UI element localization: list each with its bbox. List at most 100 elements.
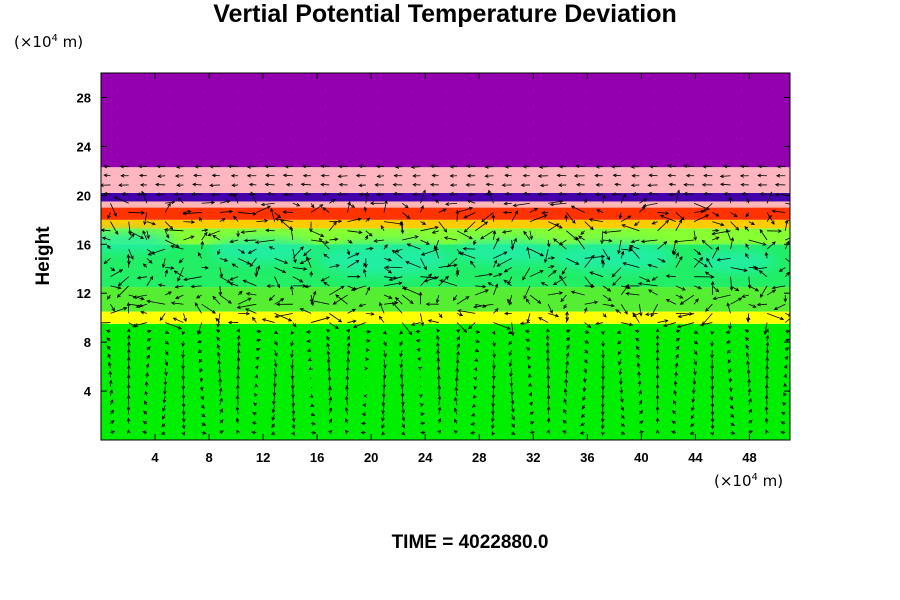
wind-vector-head [449, 174, 454, 178]
wind-vector-head [665, 219, 670, 224]
wind-vector [785, 202, 790, 205]
wind-vector-head [622, 193, 626, 198]
wind-vector-head [672, 410, 677, 415]
wind-vector-head [126, 405, 131, 410]
wind-vector [274, 212, 281, 218]
wind-vector-head [217, 368, 222, 373]
wind-vector-head [526, 318, 531, 324]
wind-vector [692, 395, 695, 403]
wind-vector [347, 249, 350, 255]
wind-vector-head [226, 279, 231, 283]
wind-vector-head [323, 281, 328, 286]
wind-vector-head [608, 238, 613, 243]
wind-vector-head [492, 230, 497, 235]
wind-vector-head [260, 202, 265, 207]
wind-vector [245, 308, 257, 314]
wind-vector [493, 308, 499, 314]
wind-vector-head [528, 382, 532, 387]
wind-vector-head [256, 338, 262, 343]
wind-vector [212, 234, 221, 241]
wind-vector [502, 230, 512, 233]
wind-dot [411, 136, 413, 138]
wind-vector [456, 207, 473, 213]
wind-vector-head [387, 257, 392, 262]
wind-vector-head [730, 413, 735, 418]
wind-vector-head [747, 387, 752, 393]
wind-vector-head [366, 217, 371, 222]
wind-vector-head [216, 351, 221, 356]
wind-vector-head [191, 192, 196, 197]
wind-vector-head [550, 256, 556, 260]
wind-vector-head [510, 400, 515, 405]
wind-vector-head [639, 420, 644, 425]
wind-vector-head [600, 254, 606, 259]
color-band [101, 323, 790, 440]
wind-vector-head [637, 380, 642, 385]
wind-vector-head [703, 263, 708, 268]
wind-vector-head [655, 417, 660, 422]
wind-vector-head [266, 191, 271, 196]
wind-vector [525, 298, 531, 305]
wind-vector [675, 252, 679, 259]
wind-dot [440, 104, 443, 106]
wind-vector [638, 283, 658, 287]
wind-vector [230, 239, 239, 243]
color-band [101, 311, 790, 324]
wind-vector-head [528, 391, 532, 397]
wind-vector [377, 175, 385, 177]
wind-vector [612, 276, 622, 286]
wind-vector [765, 406, 768, 415]
wind-vector-head [638, 389, 642, 395]
wind-vector [454, 408, 458, 415]
wind-vector-head [710, 280, 715, 285]
wind-vector-head [322, 207, 327, 211]
wind-dot [351, 136, 353, 138]
wind-vector-head [211, 310, 216, 314]
wind-vector [637, 362, 640, 369]
wind-vector [684, 165, 695, 167]
wind-vector-head [643, 198, 648, 203]
wind-vector-head [676, 329, 681, 334]
wind-vector-head [401, 417, 406, 422]
wind-vector-head [243, 238, 248, 243]
wind-vector [374, 239, 385, 242]
wind-vector-head [412, 192, 417, 197]
wind-vector-head [357, 217, 362, 222]
wind-dot [232, 104, 234, 106]
wind-vector-head [107, 361, 112, 366]
wind-vector [201, 241, 203, 250]
wind-vector [480, 230, 494, 240]
wind-vector [764, 322, 768, 335]
wind-vector-head [429, 164, 434, 168]
wind-dot [440, 88, 443, 90]
wind-vector [705, 303, 713, 312]
wind-vector [270, 208, 275, 222]
wind-dot [530, 104, 532, 106]
wind-vector-head [177, 325, 183, 330]
wind-vector-head [667, 164, 672, 168]
time-label: TIME = 4022880.0 [391, 532, 549, 553]
wind-vector-head [326, 342, 330, 348]
wind-vector [639, 206, 646, 213]
wind-vector-head [162, 407, 166, 412]
wind-vector-head [328, 385, 332, 391]
wind-vector-head [594, 173, 599, 178]
wind-vector [359, 165, 366, 167]
wind-vector-head [118, 183, 123, 187]
wind-vector-head [576, 182, 581, 187]
wind-vector [576, 165, 585, 167]
wind-vector-head [456, 350, 460, 355]
wind-vector [675, 285, 686, 291]
wind-vector-head [490, 418, 495, 423]
wind-dot [708, 120, 710, 122]
wind-vector [541, 282, 549, 287]
wind-vector [419, 376, 421, 378]
wind-vector-head [561, 270, 566, 275]
wind-vector [271, 414, 275, 421]
wind-vector [347, 350, 350, 360]
wind-vector-head [694, 298, 699, 303]
wind-vector-head [332, 301, 337, 305]
wind-vector-head [113, 196, 118, 200]
wind-vector [401, 405, 405, 414]
wind-vector [300, 308, 312, 314]
